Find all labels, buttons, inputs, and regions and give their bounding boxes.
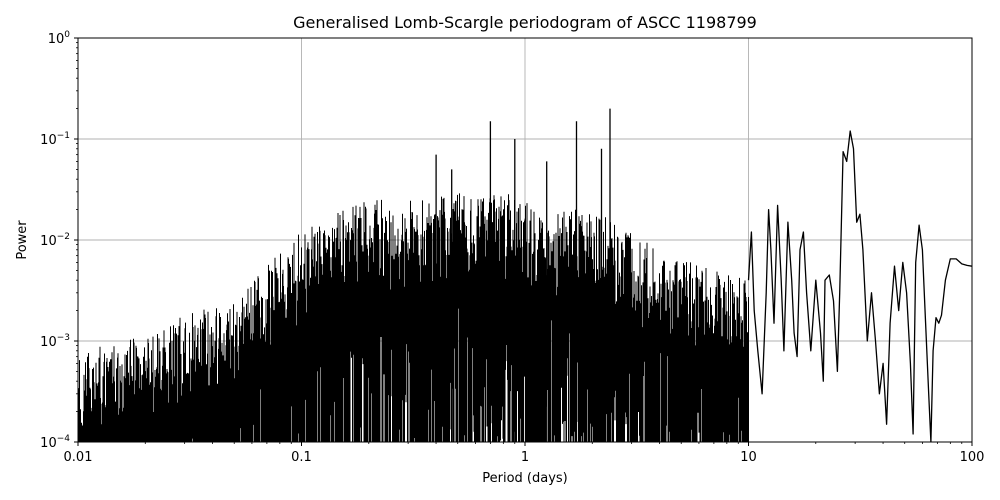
- y-axis-label: Power: [15, 220, 30, 260]
- x-tick-label: 100: [960, 450, 985, 465]
- axis-ticks: 0.01 0.1 1 10 100 10−4 10−3 10−2 10−1 100: [40, 30, 984, 465]
- y-tick-label: 100: [48, 30, 71, 47]
- y-tick-label: 10−4: [40, 434, 70, 451]
- y-tick-label: 10−3: [40, 333, 70, 350]
- y-tick-label: 10−1: [40, 131, 70, 148]
- chart-title: Generalised Lomb-Scargle periodogram of …: [293, 13, 757, 32]
- y-tick-label: 10−2: [40, 232, 70, 249]
- periodogram-noise: [78, 193, 749, 442]
- data-layer: [78, 108, 972, 442]
- x-tick-label: 0.1: [291, 450, 312, 465]
- x-tick-label: 10: [740, 450, 757, 465]
- x-tick-label: 0.01: [64, 450, 93, 465]
- x-tick-label: 1: [521, 450, 529, 465]
- x-axis-label: Period (days): [482, 471, 568, 486]
- periodogram-series-line: [747, 130, 972, 442]
